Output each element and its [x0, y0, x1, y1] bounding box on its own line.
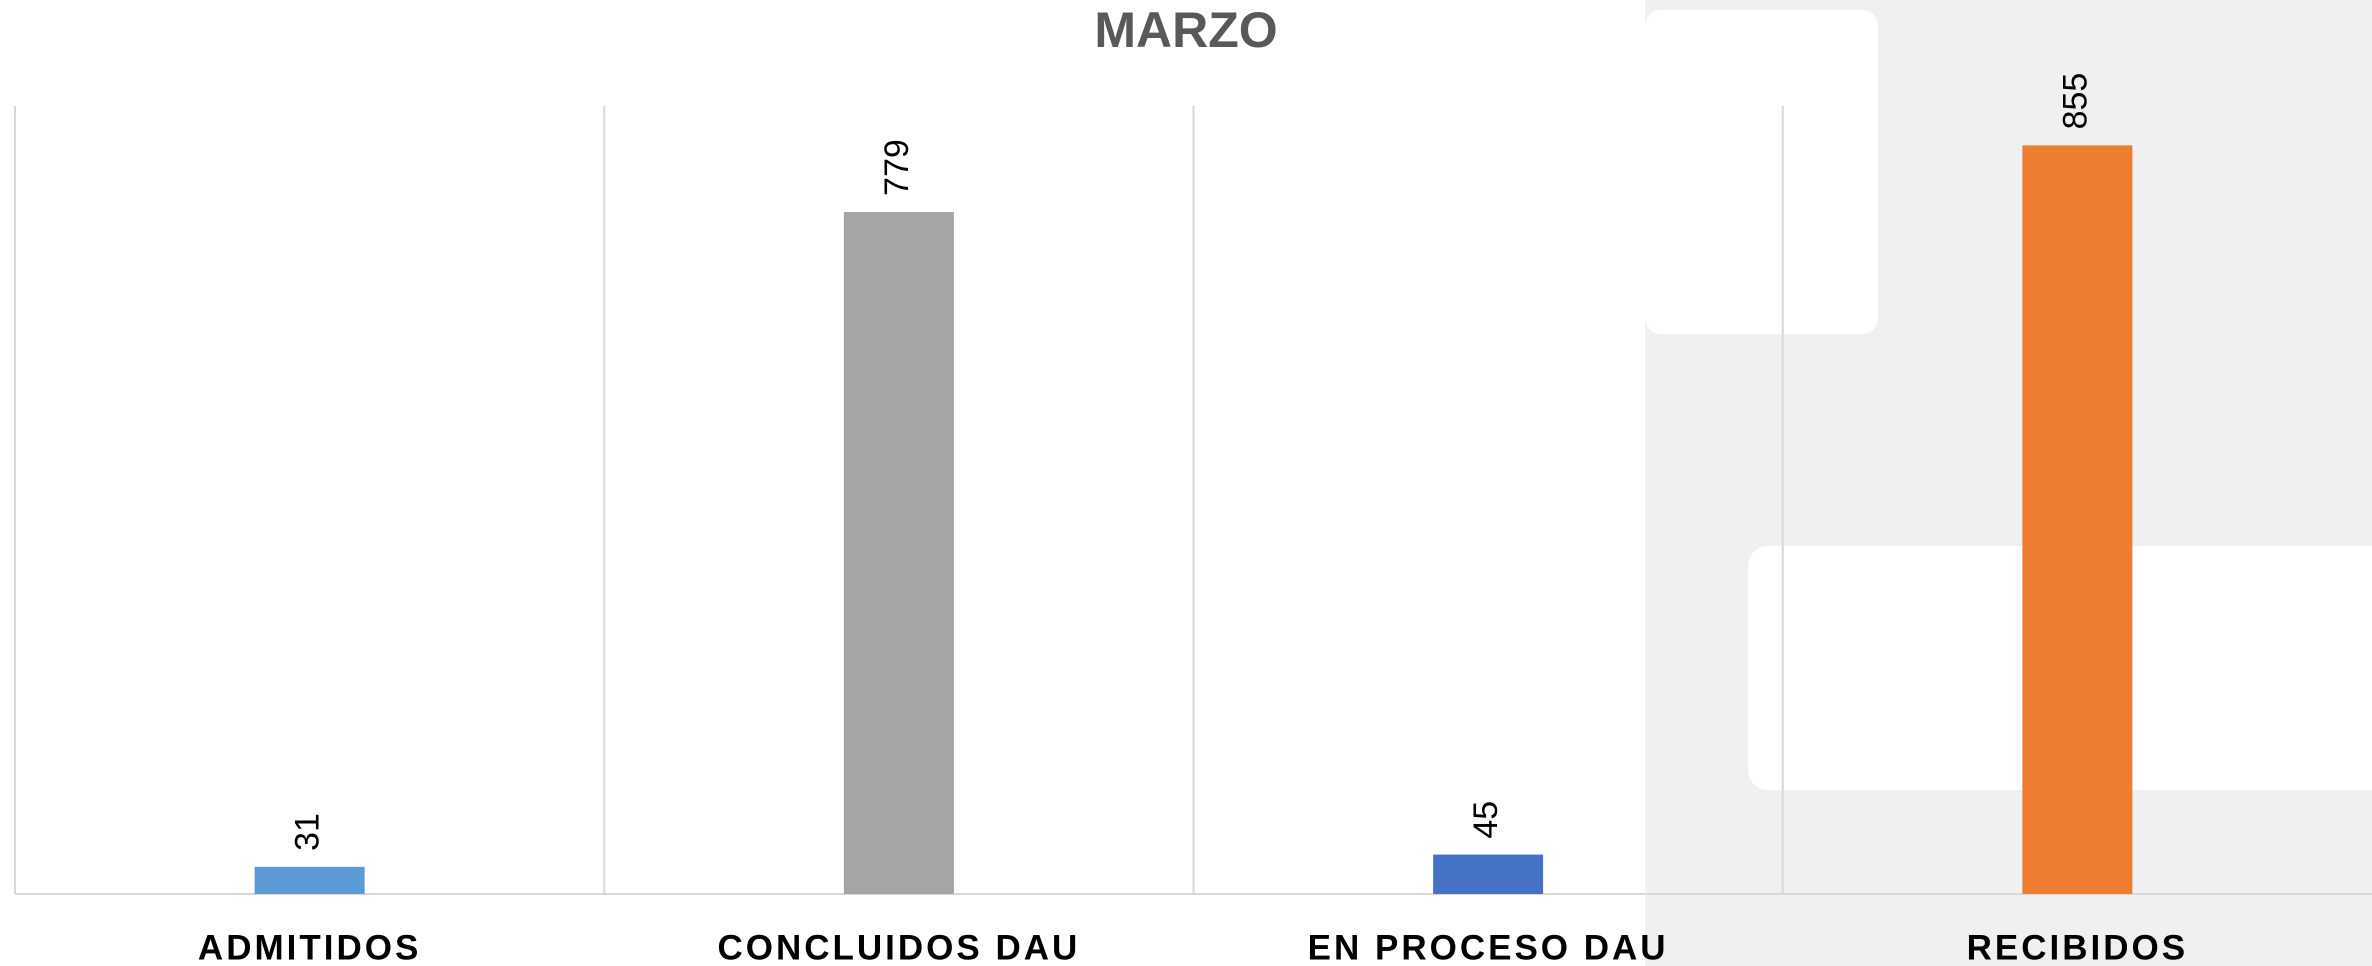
chart-title: MARZO: [1094, 2, 1277, 58]
bar: [1433, 854, 1544, 894]
x-tick-label: CONCLUIDOS DAU: [717, 928, 1080, 966]
x-tick-label: EN PROCESO DAU: [1308, 928, 1669, 966]
x-tick-label: ADMITIDOS: [198, 928, 421, 966]
x-tick-label: RECIBIDOS: [1967, 928, 2188, 966]
data-label: 779: [878, 139, 916, 196]
bar: [843, 211, 954, 895]
bar: [254, 866, 365, 894]
data-label: 31: [289, 813, 327, 851]
data-label: 45: [1467, 801, 1505, 839]
bar: [2022, 145, 2133, 894]
data-label: 855: [2056, 73, 2094, 130]
background-decoration: [1645, 0, 2372, 966]
background-card: [1645, 10, 1878, 334]
